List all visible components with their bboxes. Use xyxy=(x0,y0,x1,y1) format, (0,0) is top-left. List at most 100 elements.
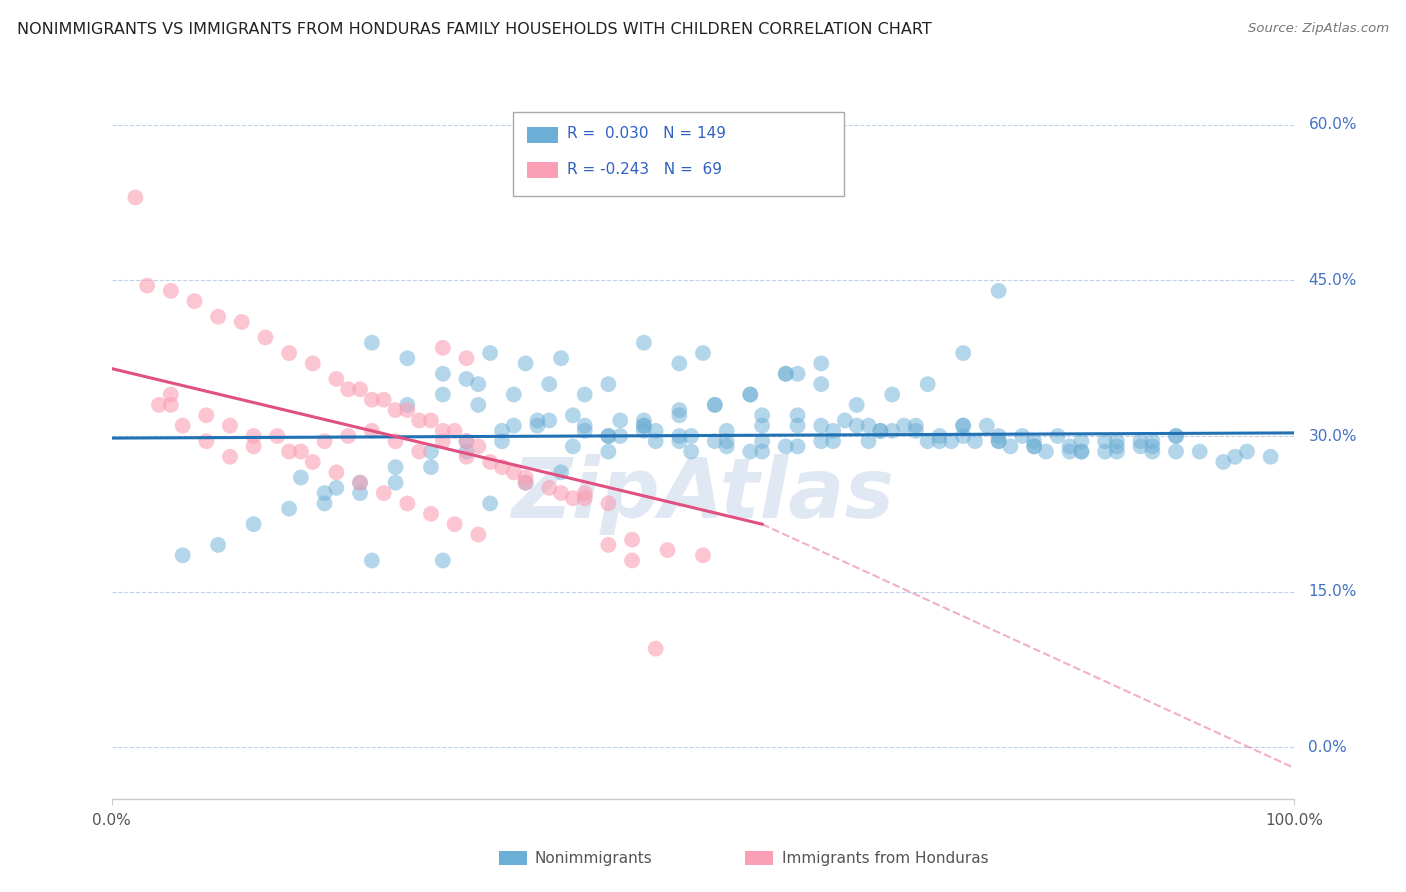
Point xyxy=(633,424,655,438)
Point xyxy=(858,434,880,449)
Point xyxy=(668,356,690,370)
Point xyxy=(219,418,242,433)
Point xyxy=(148,398,170,412)
Text: R = -0.243   N =  69: R = -0.243 N = 69 xyxy=(567,162,721,177)
Point xyxy=(1070,444,1092,458)
Text: R =  0.030   N = 149: R = 0.030 N = 149 xyxy=(567,127,725,141)
Point xyxy=(550,486,572,500)
Point xyxy=(420,413,443,427)
Point xyxy=(810,418,832,433)
Point xyxy=(443,424,465,438)
Point xyxy=(242,439,264,453)
Point xyxy=(1070,444,1092,458)
Text: 60.0%: 60.0% xyxy=(1309,118,1357,132)
Point xyxy=(515,470,537,484)
Point xyxy=(904,424,927,438)
Point xyxy=(136,278,159,293)
Point xyxy=(396,398,419,412)
Point xyxy=(183,294,205,309)
Point xyxy=(1105,434,1128,449)
Point xyxy=(1142,434,1164,449)
Point xyxy=(810,434,832,449)
Point xyxy=(491,424,513,438)
Point xyxy=(349,475,371,490)
Point xyxy=(858,418,880,433)
Point xyxy=(716,439,738,453)
Point xyxy=(882,387,904,401)
Point xyxy=(1022,439,1045,453)
Point xyxy=(1046,429,1069,443)
Point xyxy=(538,481,561,495)
Point xyxy=(561,409,583,423)
Point xyxy=(917,377,939,392)
Point xyxy=(716,434,738,449)
Point xyxy=(373,486,395,500)
Point xyxy=(467,527,489,541)
Point xyxy=(396,403,419,417)
Point xyxy=(396,496,419,510)
Text: 0.0%: 0.0% xyxy=(1309,739,1347,755)
Point xyxy=(538,377,561,392)
Point xyxy=(467,439,489,453)
Point xyxy=(408,444,430,458)
Point xyxy=(325,481,347,495)
Point xyxy=(786,367,808,381)
Point xyxy=(703,398,725,412)
Point xyxy=(1212,455,1234,469)
Point xyxy=(242,429,264,443)
Point xyxy=(703,398,725,412)
Point xyxy=(963,434,986,449)
Point xyxy=(195,434,218,449)
Point xyxy=(598,429,620,443)
Point xyxy=(456,444,478,458)
Point xyxy=(775,367,797,381)
Point xyxy=(301,356,323,370)
Point xyxy=(928,429,950,443)
Text: Source: ZipAtlas.com: Source: ZipAtlas.com xyxy=(1249,22,1389,36)
Point xyxy=(349,486,371,500)
Point xyxy=(432,424,454,438)
Point xyxy=(491,434,513,449)
Text: Immigrants from Honduras: Immigrants from Honduras xyxy=(782,851,988,865)
Point xyxy=(502,466,524,480)
Point xyxy=(786,439,808,453)
Point xyxy=(349,475,371,490)
Point xyxy=(337,382,360,396)
Point xyxy=(1070,434,1092,449)
Point xyxy=(1022,439,1045,453)
Point xyxy=(467,377,489,392)
Point xyxy=(621,553,644,567)
Point xyxy=(172,418,194,433)
Point xyxy=(1188,444,1211,458)
Point xyxy=(360,392,382,407)
Point xyxy=(491,460,513,475)
Point xyxy=(1105,444,1128,458)
Point xyxy=(644,434,666,449)
Point xyxy=(1164,429,1187,443)
Point xyxy=(574,424,596,438)
Point xyxy=(266,429,288,443)
Point xyxy=(621,533,644,547)
Text: 30.0%: 30.0% xyxy=(1309,428,1357,443)
Point xyxy=(823,424,845,438)
Point xyxy=(384,403,406,417)
Point xyxy=(668,429,690,443)
Point xyxy=(207,538,229,552)
Point xyxy=(987,434,1010,449)
Point xyxy=(301,455,323,469)
Point xyxy=(786,418,808,433)
Point xyxy=(160,284,183,298)
Point xyxy=(479,496,502,510)
Point xyxy=(408,413,430,427)
Point xyxy=(396,351,419,366)
Point xyxy=(172,549,194,563)
Point xyxy=(904,418,927,433)
Point xyxy=(834,413,856,427)
Point xyxy=(598,444,620,458)
Point xyxy=(952,418,974,433)
Point xyxy=(598,377,620,392)
Point xyxy=(775,367,797,381)
Point xyxy=(751,434,773,449)
Text: NONIMMIGRANTS VS IMMIGRANTS FROM HONDURAS FAMILY HOUSEHOLDS WITH CHILDREN CORREL: NONIMMIGRANTS VS IMMIGRANTS FROM HONDURA… xyxy=(17,22,932,37)
Point xyxy=(574,491,596,506)
